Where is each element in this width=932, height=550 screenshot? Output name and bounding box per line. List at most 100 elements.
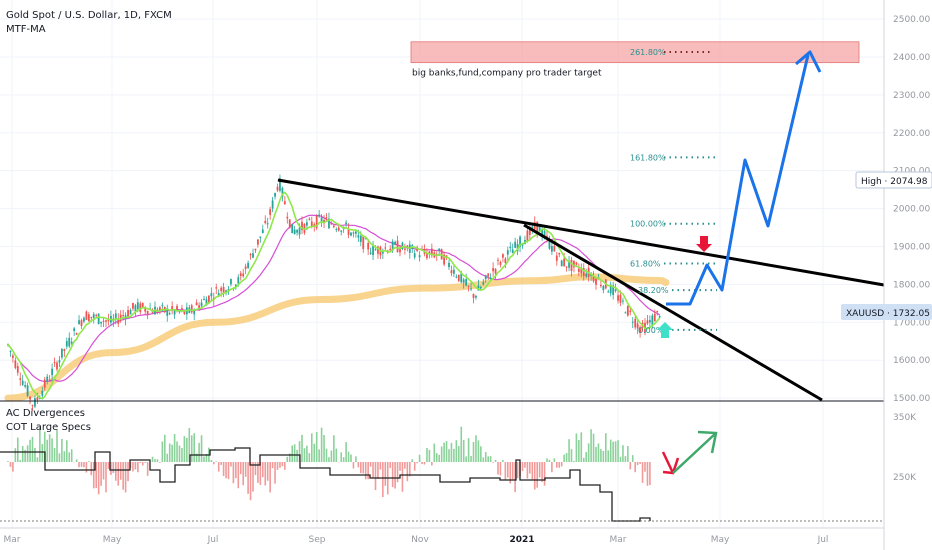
candle-body	[340, 230, 343, 232]
price-tick: 2300.00	[893, 91, 930, 101]
candle-body	[31, 405, 34, 407]
histogram-bar	[164, 434, 166, 462]
histogram-bar	[328, 457, 330, 462]
histogram-bar	[119, 462, 122, 480]
candle-body	[16, 366, 19, 373]
histogram-bar	[320, 427, 323, 462]
candle-body	[181, 308, 183, 310]
histogram-bar	[450, 442, 453, 462]
current-price-badge	[841, 304, 932, 320]
cot-tick-350k: 350K	[893, 413, 917, 423]
candle-body	[607, 291, 610, 293]
candle-body	[430, 248, 433, 256]
candle-body	[563, 258, 566, 267]
histogram-bar	[213, 462, 215, 465]
histogram-bar	[423, 462, 426, 465]
histogram-bar	[502, 459, 504, 462]
histogram-bar	[578, 440, 580, 462]
candle-body	[310, 221, 313, 227]
histogram-bar	[301, 434, 303, 462]
candle-body	[494, 268, 497, 274]
projection-arrowhead	[795, 50, 822, 73]
histogram-bar	[372, 462, 374, 478]
histogram-bar	[17, 437, 19, 462]
candle-body	[247, 262, 249, 268]
candle-body	[573, 260, 575, 268]
candle-body	[288, 219, 291, 228]
histogram-bar	[529, 462, 531, 474]
candle-body	[261, 229, 264, 233]
candle-body	[139, 303, 142, 312]
histogram-bar	[605, 433, 607, 462]
histogram-bar	[421, 462, 423, 464]
candle-body	[489, 277, 492, 280]
histogram-bar	[482, 457, 485, 462]
candle-body	[396, 240, 399, 253]
candle-body	[538, 225, 541, 232]
price-tick: 1600.00	[893, 356, 930, 366]
candle-body	[325, 217, 328, 219]
histogram-bar	[497, 462, 499, 475]
histogram-bar	[308, 453, 311, 462]
candle-body	[41, 390, 44, 396]
histogram-bar	[335, 448, 338, 462]
histogram-bar	[193, 433, 195, 462]
current-price-label: XAUUSD · 1732.05	[846, 309, 930, 319]
histogram-bar	[377, 462, 379, 479]
candle-body	[119, 314, 122, 319]
candle-body	[577, 268, 580, 272]
histogram-bar	[279, 462, 281, 468]
histogram-bar	[585, 451, 587, 462]
cot-line	[0, 447, 651, 522]
histogram-bar	[548, 459, 551, 462]
price-tick: 2200.00	[893, 129, 930, 139]
candle-body	[193, 310, 196, 315]
histogram-bar	[340, 452, 342, 462]
histogram-bar	[435, 453, 438, 462]
candle-body	[46, 376, 49, 382]
histogram-bar	[399, 462, 401, 471]
indicator-cot-large-specs: COT Large Specs	[6, 422, 92, 433]
candle-body	[502, 254, 504, 258]
candle-body	[56, 362, 58, 370]
histogram-bar	[536, 462, 538, 488]
candle-body	[357, 235, 360, 238]
histogram-bar	[139, 462, 142, 463]
candle-body	[298, 227, 301, 235]
candle-body	[318, 214, 321, 217]
histogram-bar	[9, 462, 12, 467]
histogram-bar	[269, 462, 271, 493]
candle-body	[195, 302, 198, 306]
candle-body	[100, 321, 102, 324]
histogram-bar	[284, 462, 286, 470]
time-tick: Jul	[817, 535, 829, 545]
histogram-bar	[413, 462, 416, 471]
candle-body	[619, 294, 622, 303]
histogram-bar	[41, 444, 44, 462]
histogram-bar	[88, 461, 90, 462]
candle-body	[406, 245, 409, 247]
candle-body	[453, 269, 455, 274]
candle-body	[36, 397, 39, 400]
histogram-bar	[404, 462, 406, 469]
candle-body	[622, 300, 624, 302]
histogram-bar	[416, 462, 418, 464]
time-tick: Jul	[207, 535, 219, 545]
price-tick: 2000.00	[893, 205, 930, 215]
histogram-bar	[460, 426, 463, 462]
histogram-bar	[595, 446, 597, 462]
upper-trendline	[277, 178, 885, 287]
histogram-bar	[514, 462, 516, 493]
candle-body	[443, 254, 445, 265]
indicator-mtf-ma: MTF-MA	[6, 24, 46, 35]
histogram-bar	[582, 457, 585, 462]
candle-body	[335, 228, 338, 230]
candle-body	[399, 248, 401, 253]
candle-body	[168, 313, 171, 315]
candle-body	[394, 241, 396, 245]
histogram-bar	[629, 462, 632, 470]
histogram-bar	[597, 443, 600, 462]
candle-body	[234, 284, 237, 288]
histogram-bar	[188, 428, 191, 462]
